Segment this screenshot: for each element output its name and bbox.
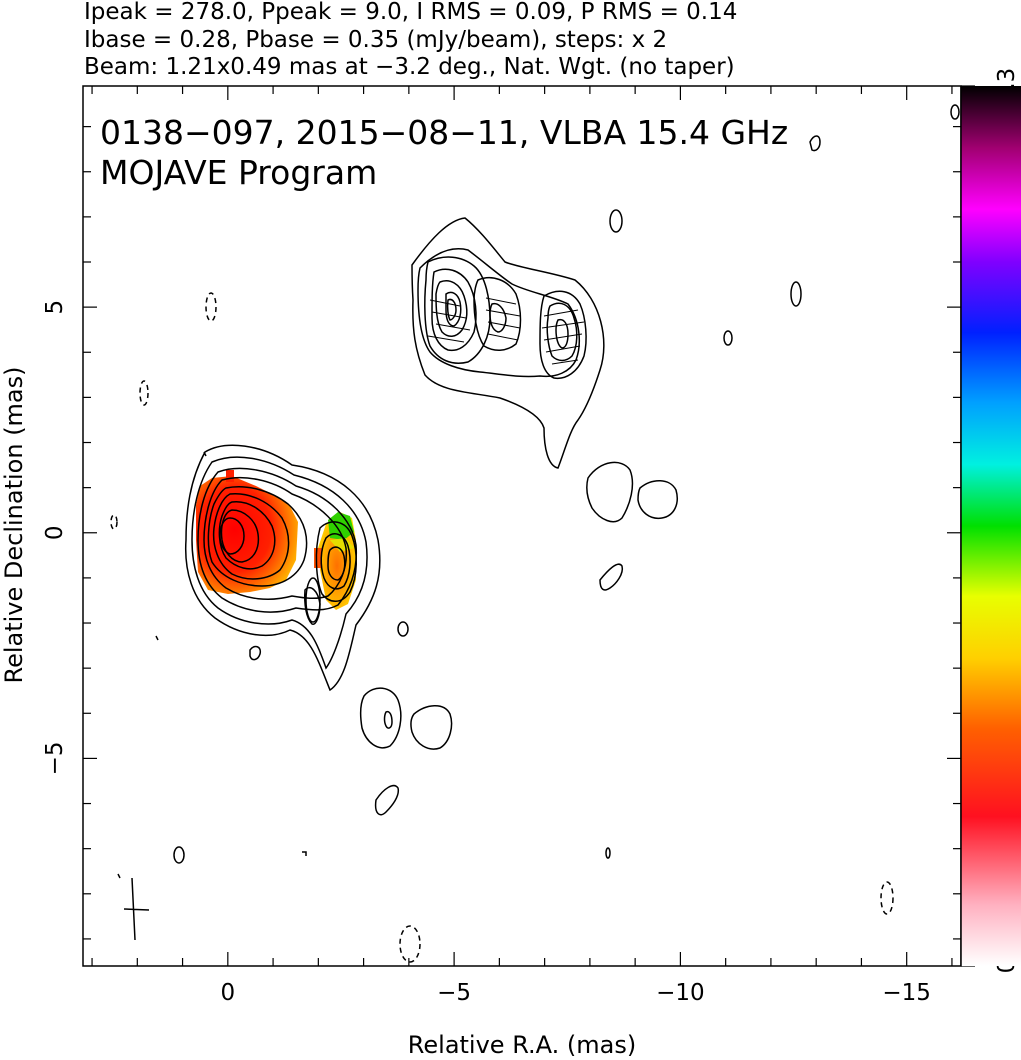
- contour-island-6: [374, 784, 400, 816]
- contour-island-3: [599, 563, 624, 591]
- contour-nw-outer: [411, 217, 605, 469]
- contour-island-5: [410, 705, 453, 750]
- contour-island-4: [359, 687, 402, 749]
- x-axis-label: Relative R.A. (mas): [408, 1031, 636, 1059]
- neg-contour-3: [110, 514, 118, 530]
- contour-nw-a4: [445, 291, 462, 327]
- contour-blob-10: [249, 645, 262, 661]
- neg-contour-8: [203, 451, 207, 457]
- contour-blob-6: [605, 847, 611, 859]
- colorbar-gradient: [961, 86, 1021, 966]
- negative-contours: [110, 292, 894, 963]
- x-tick-label: −15: [882, 980, 931, 1006]
- contour-core-8: [220, 509, 260, 563]
- neg-contour-6: [155, 635, 159, 641]
- contour-knot-1: [315, 521, 357, 602]
- contour-island-4i: [383, 710, 393, 729]
- pol-vectors-nw: [427, 297, 585, 365]
- contour-core-3: [197, 467, 358, 613]
- x-tick-label: −10: [656, 980, 705, 1006]
- x-tick-label: 0: [221, 980, 236, 1006]
- neg-contour-7: [117, 873, 121, 879]
- pol-gap-patch: [314, 548, 322, 568]
- contour-knot-3: [327, 546, 346, 581]
- contour-knot-gap: [304, 586, 321, 625]
- contour-nw-a5: [446, 298, 457, 321]
- contour-blob-3: [723, 330, 733, 346]
- contour-nw-a3: [435, 280, 468, 337]
- header-line-3: Beam: 1.21x0.49 mas at −3.2 deg., Nat. W…: [84, 54, 735, 80]
- contour-nw-b1: [473, 276, 522, 351]
- contour-core-9: [219, 517, 245, 555]
- contour-core-7: [218, 501, 276, 570]
- contour-core-outer: [184, 444, 381, 692]
- contour-core-5: [207, 486, 308, 587]
- contour-nw-2: [417, 248, 581, 378]
- x-tick-label: −5: [437, 980, 471, 1006]
- contour-core-6: [212, 493, 290, 580]
- chart-title: 0138−097, 2015−08−11, VLBA 15.4 GHz: [100, 113, 788, 152]
- contour-nw-c1: [539, 290, 587, 380]
- contour-nw-c3: [555, 318, 569, 349]
- contour-blob-9: [305, 577, 321, 623]
- y-tick-label: −5: [42, 741, 68, 775]
- contour-island-2: [637, 480, 678, 520]
- contour-blob-8: [809, 135, 821, 152]
- contour-core-2: [191, 456, 368, 670]
- chart-subtitle: MOJAVE Program: [100, 153, 377, 192]
- contour-nw-a2: [431, 268, 477, 352]
- header-line-1: Ipeak = 278.0, Ppeak = 9.0, I RMS = 0.09…: [84, 0, 737, 25]
- y-tick-label: 5: [42, 300, 68, 315]
- contour-blob-7: [950, 104, 960, 120]
- contour-core-4: [203, 476, 348, 601]
- contour-blob-5: [173, 846, 185, 864]
- y-tick-label: 0: [42, 525, 68, 540]
- contour-blob-1: [609, 209, 623, 233]
- neg-contour-4: [880, 881, 894, 915]
- neg-contour-1: [205, 292, 217, 322]
- contour-blob-2: [790, 281, 802, 307]
- neg-contour-2: [139, 380, 149, 406]
- contour-island-1: [586, 461, 634, 523]
- contour-blob-11: [302, 851, 307, 856]
- beam-cross: [123, 877, 150, 941]
- contour-blob-4: [397, 621, 409, 637]
- pol-core-patch: [196, 476, 298, 594]
- pol-knot-green-cap: [328, 512, 354, 540]
- colorbar: [960, 86, 1021, 966]
- header-line-2: Ibase = 0.28, Pbase = 0.35 (mJy/beam), s…: [84, 27, 667, 53]
- neg-contour-5: [399, 925, 421, 963]
- contour-knot-2: [320, 533, 351, 590]
- pol-core-notch: [226, 470, 234, 482]
- intensity-contours: [110, 104, 960, 963]
- contour-nw-c2: [546, 302, 578, 362]
- contour-nw-b2: [489, 302, 507, 333]
- contour-nw-a1: [424, 256, 491, 364]
- y-axis-label: Relative Declination (mas): [0, 366, 28, 683]
